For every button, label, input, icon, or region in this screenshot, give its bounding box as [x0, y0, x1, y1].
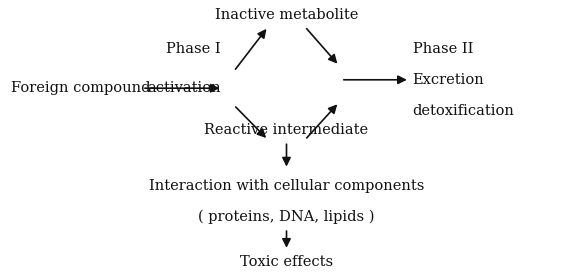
Text: activation: activation — [147, 81, 221, 95]
Text: ( proteins, DNA, lipids ): ( proteins, DNA, lipids ) — [198, 210, 375, 224]
Text: Reactive intermediate: Reactive intermediate — [205, 123, 368, 137]
Text: Phase I: Phase I — [166, 42, 221, 56]
Text: Phase II: Phase II — [413, 42, 473, 56]
Text: Inactive metabolite: Inactive metabolite — [215, 8, 358, 22]
Text: detoxification: detoxification — [413, 104, 515, 118]
Text: Interaction with cellular components: Interaction with cellular components — [149, 179, 424, 193]
Text: Foreign compound: Foreign compound — [11, 81, 151, 95]
Text: Excretion: Excretion — [413, 73, 484, 87]
Text: Toxic effects: Toxic effects — [240, 255, 333, 269]
